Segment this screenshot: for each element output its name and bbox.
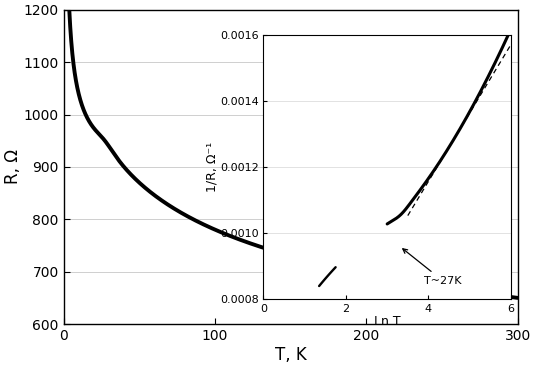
Y-axis label: R, Ω: R, Ω: [4, 149, 22, 184]
X-axis label: T, K: T, K: [275, 346, 307, 364]
